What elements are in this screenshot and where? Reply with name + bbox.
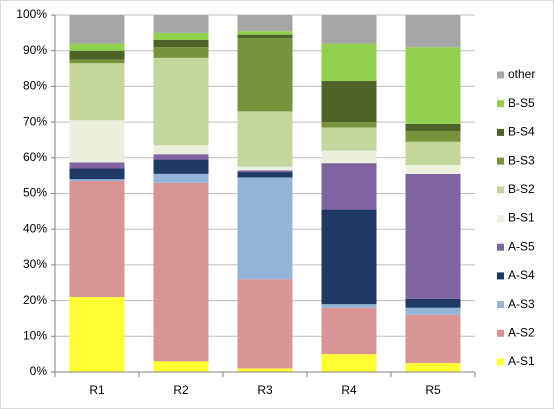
bar-segment xyxy=(237,31,293,35)
bar-segment xyxy=(153,32,209,40)
x-tick-label: R2 xyxy=(173,383,189,397)
bar-segment xyxy=(405,123,461,132)
bar-segment xyxy=(405,131,461,142)
bar-segment xyxy=(321,304,377,308)
bar-segment xyxy=(405,164,461,174)
bar-segment xyxy=(153,361,209,372)
y-tick-label: 100% xyxy=(16,7,47,21)
legend-swatch xyxy=(497,215,504,222)
y-tick-label: 0% xyxy=(30,364,48,378)
legend-label: B-S2 xyxy=(508,182,535,196)
bar-segment xyxy=(321,127,377,151)
bar-segment xyxy=(237,368,293,372)
x-tick-label: R4 xyxy=(341,383,357,397)
bar-segment xyxy=(69,15,125,44)
legend-label: B-S1 xyxy=(508,211,535,225)
legend-label: other xyxy=(508,67,535,81)
bar-segment xyxy=(321,307,377,355)
bar-segment xyxy=(153,39,209,48)
bar-segment xyxy=(237,279,293,369)
bar-segment xyxy=(237,170,293,173)
bar-segment xyxy=(405,298,461,308)
bar-segment xyxy=(69,63,125,121)
bar-segment xyxy=(405,363,461,372)
bar-segment xyxy=(321,122,377,128)
bar-segment xyxy=(405,314,461,364)
legend-label: B-S3 xyxy=(508,153,535,167)
y-tick-label: 90% xyxy=(23,43,47,57)
bar-segment xyxy=(237,166,293,171)
legend-swatch xyxy=(497,71,504,79)
bar-segment xyxy=(321,81,377,123)
bar-segment xyxy=(405,47,461,124)
legend-swatch xyxy=(497,128,504,136)
y-tick-label: 80% xyxy=(23,79,47,93)
legend-swatch xyxy=(497,301,504,309)
y-tick-label: 10% xyxy=(23,328,47,342)
bar-segment xyxy=(237,111,293,167)
bar-segment xyxy=(69,43,125,51)
bar-segment xyxy=(405,173,461,299)
bar-segment xyxy=(69,50,125,60)
x-tick-label: R5 xyxy=(425,383,441,397)
bar-segment xyxy=(153,154,209,160)
bar-segment xyxy=(69,297,125,372)
bar-segment xyxy=(153,182,209,362)
bar-segment xyxy=(405,141,461,165)
bar-segment xyxy=(153,145,209,155)
bar-segment xyxy=(153,173,209,183)
legend-label: A-S1 xyxy=(508,354,535,368)
bar-segment xyxy=(153,47,209,58)
bar-segment xyxy=(405,307,461,315)
x-tick-label: R3 xyxy=(257,383,273,397)
bar-segment xyxy=(237,15,293,32)
y-tick-label: 40% xyxy=(23,221,47,235)
bar-segment xyxy=(237,172,293,178)
legend-swatch xyxy=(497,358,504,366)
legend-label: A-S4 xyxy=(508,268,535,282)
legend-swatch xyxy=(497,243,504,251)
legend-swatch xyxy=(497,272,504,280)
legend-swatch xyxy=(497,100,504,108)
y-tick-label: 30% xyxy=(23,257,47,271)
legend-label: A-S3 xyxy=(508,297,535,311)
legend-label: B-S5 xyxy=(508,96,535,110)
legend-swatch xyxy=(497,186,504,194)
bar-segment xyxy=(321,354,377,372)
y-tick-label: 20% xyxy=(23,293,47,307)
bar-segment xyxy=(321,163,377,210)
bar-segment xyxy=(321,15,377,44)
bar-segment xyxy=(237,34,293,39)
bar-segment xyxy=(321,150,377,164)
legend-label: A-S5 xyxy=(508,239,535,253)
bar-segment xyxy=(69,120,125,163)
legend-swatch xyxy=(497,329,504,337)
y-tick-label: 50% xyxy=(23,186,47,200)
bar-segment xyxy=(153,159,209,174)
y-tick-label: 60% xyxy=(23,150,47,164)
bar-segment xyxy=(321,209,377,305)
bar-segment xyxy=(153,15,209,33)
bar-segment xyxy=(321,43,377,82)
bar-segment xyxy=(153,57,209,146)
bar-segment xyxy=(405,15,461,48)
legend-label: A-S2 xyxy=(508,325,535,339)
bar-segment xyxy=(237,38,293,112)
legend-swatch xyxy=(497,157,504,165)
bar-segment xyxy=(69,181,125,298)
y-tick-label: 70% xyxy=(23,114,47,128)
bar-segment xyxy=(69,168,125,180)
bar-segment xyxy=(69,59,125,64)
x-tick-label: R1 xyxy=(89,383,105,397)
bar-segment xyxy=(69,162,125,169)
legend-label: B-S4 xyxy=(508,125,535,139)
bar-segment xyxy=(69,179,125,182)
bar-segment xyxy=(237,177,293,280)
